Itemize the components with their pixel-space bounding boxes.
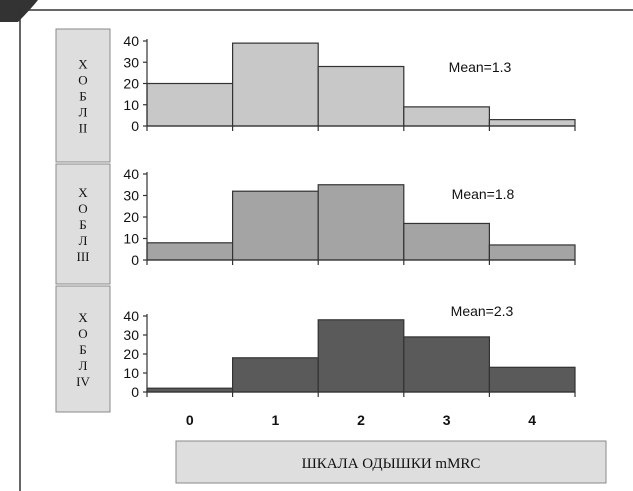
- group-label-letter: Л: [79, 233, 88, 248]
- y-tick-label: 30: [123, 188, 139, 204]
- histogram-bar: [488, 119, 576, 127]
- histogram-bar: [403, 222, 490, 261]
- mean-annotation: Mean=1.3: [449, 59, 512, 75]
- histogram-bar: [403, 336, 490, 393]
- histogram-bar: [232, 190, 319, 261]
- histogram-bar: [317, 184, 405, 261]
- y-tick-label: 40: [123, 166, 139, 182]
- x-axis-title: ШКАЛА ОДЫШКИ mMRC: [302, 456, 481, 472]
- y-tick-label: 30: [123, 54, 139, 70]
- histogram-bar: [488, 366, 576, 393]
- y-tick-label: 40: [123, 308, 139, 324]
- y-tick-label: 30: [123, 327, 139, 343]
- group-label-box: [55, 28, 111, 163]
- y-tick-label: 0: [131, 252, 139, 268]
- histogram-bar: [232, 357, 319, 393]
- y-tick-label: 20: [123, 346, 139, 362]
- group-label-letter: II: [79, 121, 88, 136]
- group-label-letter: Х: [78, 57, 88, 72]
- y-tick-label: 20: [123, 209, 139, 225]
- group-label-letter: Б: [79, 89, 86, 104]
- group-label-letter: Х: [78, 310, 88, 325]
- group-label-letter: IV: [76, 374, 90, 389]
- histogram-bar: [403, 106, 490, 127]
- group-label-letter: О: [78, 201, 87, 216]
- group-label-letter: Б: [79, 342, 86, 357]
- y-tick-label: 10: [123, 231, 139, 247]
- group-label-letter: О: [78, 73, 87, 88]
- histogram-bar: [146, 82, 234, 127]
- group-label-letter: Л: [79, 358, 88, 373]
- x-tick-label: 4: [528, 412, 536, 428]
- histogram-bar: [232, 42, 319, 127]
- histogram-bar: [317, 65, 405, 127]
- corner-logo-fragment: [0, 0, 38, 22]
- mean-annotation: Mean=1.8: [452, 186, 515, 202]
- group-label-letter: Л: [79, 105, 88, 120]
- y-tick-label: 10: [123, 97, 139, 113]
- y-tick-label: 10: [123, 365, 139, 381]
- x-axis-title-box: [175, 440, 607, 484]
- group-label-box: [55, 163, 111, 285]
- group-label-letter: О: [78, 326, 87, 341]
- group-label-letter: Б: [79, 217, 86, 232]
- histogram-bar: [488, 244, 576, 261]
- y-tick-label: 0: [131, 384, 139, 400]
- y-tick-label: 40: [123, 33, 139, 49]
- x-tick-label: 3: [443, 412, 451, 428]
- group-label-letter: Х: [78, 185, 88, 200]
- x-tick-label: 1: [272, 412, 280, 428]
- y-tick-label: 0: [131, 118, 139, 134]
- group-label-box: [55, 285, 111, 413]
- x-tick-label: 2: [357, 412, 365, 428]
- mean-annotation: Mean=2.3: [451, 303, 514, 319]
- x-tick-label: 0: [186, 412, 194, 428]
- histogram-bar: [317, 319, 405, 393]
- x-axis-tick-labels: 0 1 2 3 4: [186, 412, 536, 428]
- histogram-bar: [146, 242, 234, 261]
- y-tick-label: 20: [123, 76, 139, 92]
- group-label-letter: III: [77, 249, 90, 264]
